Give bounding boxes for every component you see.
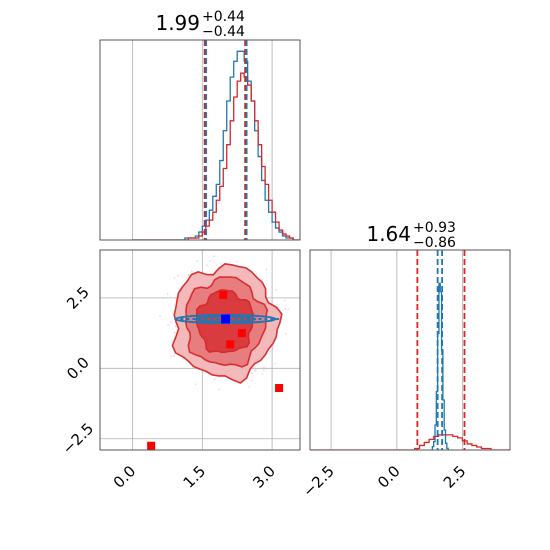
x-tick-label: 0.0: [110, 462, 140, 492]
sample-dot: [261, 373, 264, 375]
quantile-lines: [416, 250, 466, 450]
sample-dot: [162, 297, 165, 300]
panel-title-minus: −0.86: [413, 235, 456, 251]
joint-panel: 0.0 1.5 3.0 2.5 0.0 −2.5: [59, 249, 301, 492]
panel-title-plus: +0.44: [202, 9, 245, 25]
marginal-x-panel: 1.99 +0.44 −0.44: [99, 9, 301, 241]
histogram-red: [132, 72, 300, 240]
sample-dot: [254, 370, 256, 372]
sample-dot: [166, 293, 169, 295]
panel-title-plus: +0.93: [413, 220, 456, 236]
sample-dot: [272, 348, 274, 350]
x-tick-labels: 0.0 1.5 3.0: [110, 462, 279, 492]
sample-dot: [265, 268, 267, 271]
panel-title: 1.99: [155, 11, 200, 35]
histogram-red: [310, 434, 510, 450]
sample-dot: [236, 260, 238, 263]
axes-frame: [99, 249, 301, 451]
sample-dot: [284, 333, 287, 335]
sample-dot: [269, 350, 272, 352]
x-tick-label: 0.0: [374, 462, 404, 492]
sample-dot: [263, 366, 265, 369]
sample-dot: [254, 368, 257, 371]
sample-dot: [208, 260, 211, 262]
y-tick-labels: 2.5 0.0 −2.5: [59, 283, 97, 458]
sample-dot: [287, 308, 290, 310]
y-tick-label: −2.5: [59, 419, 97, 457]
sample-dot: [283, 299, 286, 302]
sample-dot: [188, 274, 190, 277]
red-point: [275, 384, 284, 393]
sample-dot: [170, 321, 172, 324]
red-point: [219, 291, 228, 300]
panel-title-minus: −0.44: [202, 24, 245, 40]
sample-dot: [213, 378, 216, 381]
histogram: [310, 282, 510, 450]
sample-dot: [251, 372, 253, 375]
sample-dot: [187, 273, 190, 276]
y-tick-label: 2.5: [63, 283, 93, 313]
sample-dot: [173, 277, 176, 279]
sample-dot: [170, 355, 172, 357]
histogram: [132, 50, 300, 240]
x-tick-label: 3.0: [249, 462, 279, 492]
sample-dot: [191, 270, 193, 273]
x-tick-label: 2.5: [440, 462, 470, 492]
sample-dot: [194, 383, 197, 386]
sample-dot: [213, 255, 215, 257]
quantile-lines: [203, 40, 248, 240]
panel-title: 1.64: [366, 222, 411, 246]
blue-point: [221, 314, 231, 324]
sample-dot: [167, 324, 169, 326]
sample-dot: [159, 314, 161, 317]
sample-dot: [206, 264, 208, 267]
red-point: [237, 329, 246, 338]
marginal-y-panel: −2.5 0.0 2.5 1.64 +0.93 −0.86: [299, 220, 511, 501]
sample-dot: [174, 331, 176, 334]
x-tick-labels: −2.5 0.0 2.5: [299, 462, 469, 500]
red-point: [147, 441, 156, 450]
x-tick-label: −2.5: [299, 462, 337, 500]
sample-dot: [284, 308, 287, 310]
joint-content: [147, 255, 290, 450]
sample-dot: [248, 385, 251, 388]
axes-frame: [309, 249, 511, 451]
sample-dot: [173, 354, 176, 357]
grid: [132, 40, 273, 240]
sample-dot: [196, 260, 199, 262]
sample-dot: [261, 278, 263, 281]
y-tick-label: 0.0: [63, 354, 93, 384]
axes-frame: [99, 39, 301, 241]
histogram-blue: [431, 282, 450, 450]
x-tick-label: 1.5: [180, 462, 210, 492]
sample-dot: [177, 274, 180, 277]
sample-dot: [275, 289, 277, 291]
sample-dot: [263, 369, 265, 371]
red-point: [226, 340, 235, 349]
histogram-blue: [132, 50, 300, 240]
sample-dot: [219, 262, 222, 265]
sample-dot: [250, 379, 253, 382]
grid: [330, 250, 464, 450]
sample-dot: [174, 325, 177, 328]
sample-dot: [218, 388, 221, 391]
sample-dot: [274, 362, 276, 365]
